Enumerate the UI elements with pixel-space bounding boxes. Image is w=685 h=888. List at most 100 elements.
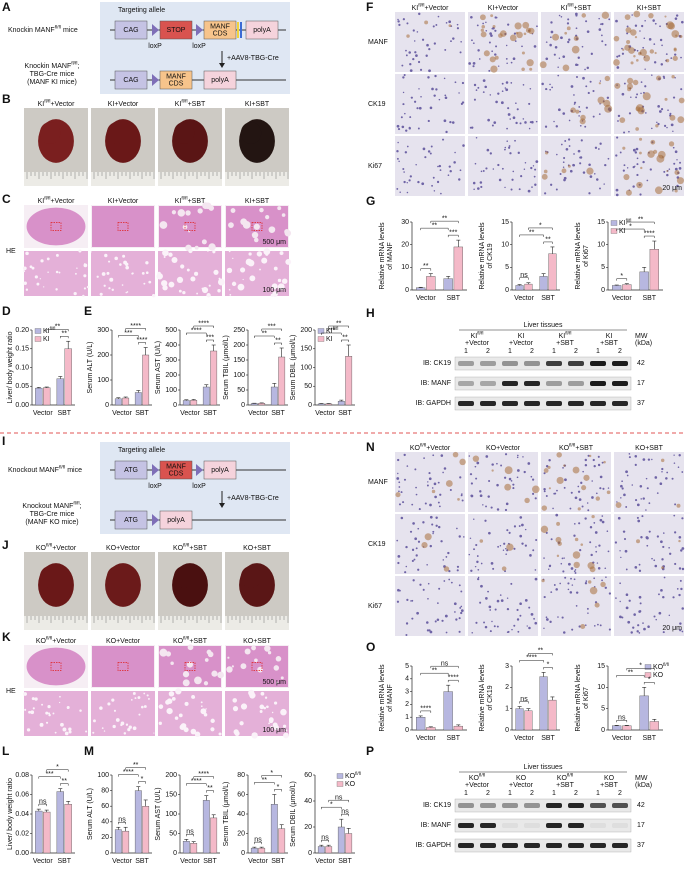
band (524, 823, 540, 828)
nucleus (415, 486, 417, 489)
nucleus (437, 602, 439, 604)
nucleus (674, 167, 678, 171)
nucleus (428, 477, 432, 481)
nucleus (570, 567, 574, 570)
bar (210, 350, 218, 406)
stain (635, 127, 639, 131)
he-lumen (159, 221, 168, 229)
label-text: +SBT (188, 198, 206, 205)
nucleus (558, 57, 561, 59)
nucleus (573, 153, 575, 155)
stain (667, 22, 675, 30)
significance-label: * (330, 802, 333, 809)
nucleus (506, 607, 510, 611)
he-lumen (211, 670, 218, 677)
nucleus (606, 96, 610, 100)
row-label: MANF (368, 39, 388, 46)
x-tick-label: Vector (315, 858, 336, 865)
stain (424, 20, 429, 25)
nucleus (681, 547, 685, 550)
mouse-label: TBG-Cre mice (30, 511, 75, 518)
bar (64, 348, 72, 406)
nucleus (435, 524, 438, 527)
nucleus (599, 487, 602, 490)
nucleus (519, 602, 522, 606)
nucleus (557, 74, 560, 77)
nucleus (512, 57, 516, 61)
bar (250, 847, 258, 854)
nucleus (408, 51, 411, 54)
he-cell (231, 281, 237, 287)
nucleus (563, 557, 565, 559)
x-tick-label: SBT (642, 295, 656, 302)
nucleus (625, 568, 628, 571)
y-tick-label: 0 (505, 727, 509, 734)
stain (483, 50, 490, 57)
stain (676, 503, 681, 508)
he-cell (190, 276, 196, 282)
nucleus (424, 502, 427, 505)
nucleus (505, 502, 509, 506)
nucleus (628, 456, 631, 459)
nucleus (442, 559, 445, 561)
nucleus (426, 43, 429, 47)
nucleus (456, 565, 460, 568)
nucleus (585, 580, 588, 582)
nucleus (550, 21, 553, 24)
image-label: KIfl/fl+Vector (412, 3, 449, 12)
nucleus (625, 593, 629, 597)
y-axis-label: Serum ALT (U/L) (87, 788, 94, 840)
he-cell (55, 253, 59, 257)
y-tick-label: 100 (97, 377, 109, 384)
group-label: KIfl/fl (471, 331, 484, 340)
nucleus (570, 85, 574, 88)
nucleus (459, 476, 462, 479)
he-cell (138, 713, 141, 716)
nucleus (589, 80, 592, 83)
nucleus (504, 186, 506, 189)
nucleus (634, 463, 637, 467)
nucleus (433, 482, 437, 486)
nucleus (545, 57, 549, 61)
nucleus (485, 455, 489, 458)
nucleus (433, 94, 436, 97)
nucleus (616, 136, 619, 139)
nucleus (568, 562, 571, 566)
nucleus (489, 32, 492, 35)
nucleus (396, 477, 400, 480)
nucleus (414, 537, 418, 541)
he-cell (123, 732, 127, 735)
he-cell (176, 276, 184, 284)
he-cell (205, 708, 207, 710)
nucleus (513, 525, 517, 528)
nucleus (499, 594, 502, 596)
nucleus (678, 535, 682, 539)
nucleus (405, 545, 408, 549)
nucleus (504, 508, 508, 512)
nucleus (653, 615, 656, 618)
superscript: fl/fl (565, 331, 571, 337)
nucleus (468, 553, 471, 556)
y-tick-label: 250 (233, 327, 245, 334)
group-label: +Vector (465, 782, 490, 789)
he-cell (186, 268, 190, 272)
nucleus (621, 480, 623, 483)
he-cell (58, 701, 61, 704)
panel-letter: D (2, 304, 11, 318)
bar (515, 285, 524, 291)
band (480, 401, 496, 406)
he-cell (28, 710, 31, 714)
mw-title: MW (635, 775, 648, 782)
row-label: HE (6, 248, 16, 255)
legend-text: KO (653, 672, 664, 679)
nucleus (628, 112, 632, 115)
image-label: KOfl/fl+Vector (36, 543, 77, 552)
nucleus (497, 65, 500, 67)
stain (636, 539, 641, 544)
he-cell (240, 703, 248, 710)
nucleus (648, 38, 652, 41)
he-cell (273, 724, 279, 731)
nucleus (433, 42, 437, 45)
nucleus (527, 462, 531, 465)
ihc-image (614, 452, 684, 512)
